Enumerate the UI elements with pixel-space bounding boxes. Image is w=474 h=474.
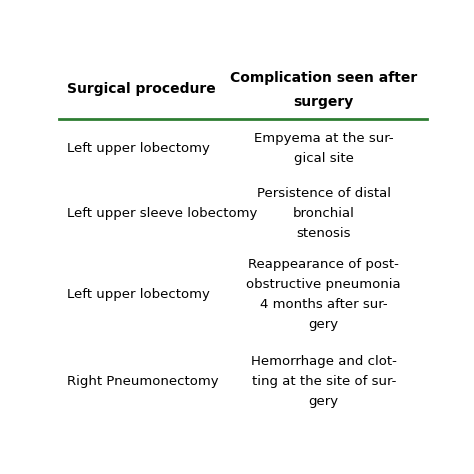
Text: Right Pneumonectomy: Right Pneumonectomy: [66, 375, 218, 388]
Text: gery: gery: [309, 318, 339, 331]
Text: bronchial: bronchial: [293, 207, 355, 220]
Text: Hemorrhage and clot-: Hemorrhage and clot-: [251, 355, 397, 368]
Text: Left upper lobectomy: Left upper lobectomy: [66, 288, 210, 301]
Text: stenosis: stenosis: [297, 228, 351, 240]
Text: Complication seen after: Complication seen after: [230, 72, 418, 85]
Text: Surgical procedure: Surgical procedure: [66, 82, 215, 96]
Text: Empyema at the sur-: Empyema at the sur-: [254, 132, 393, 145]
Text: Left upper lobectomy: Left upper lobectomy: [66, 142, 210, 155]
Text: 4 months after sur-: 4 months after sur-: [260, 298, 388, 310]
Text: gery: gery: [309, 395, 339, 408]
Text: obstructive pneumonia: obstructive pneumonia: [246, 278, 401, 291]
Text: surgery: surgery: [293, 95, 354, 109]
Text: Reappearance of post-: Reappearance of post-: [248, 257, 399, 271]
Text: Left upper sleeve lobectomy: Left upper sleeve lobectomy: [66, 207, 257, 220]
Text: gical site: gical site: [294, 152, 354, 164]
Text: ting at the site of sur-: ting at the site of sur-: [252, 375, 396, 388]
Text: Persistence of distal: Persistence of distal: [257, 187, 391, 200]
